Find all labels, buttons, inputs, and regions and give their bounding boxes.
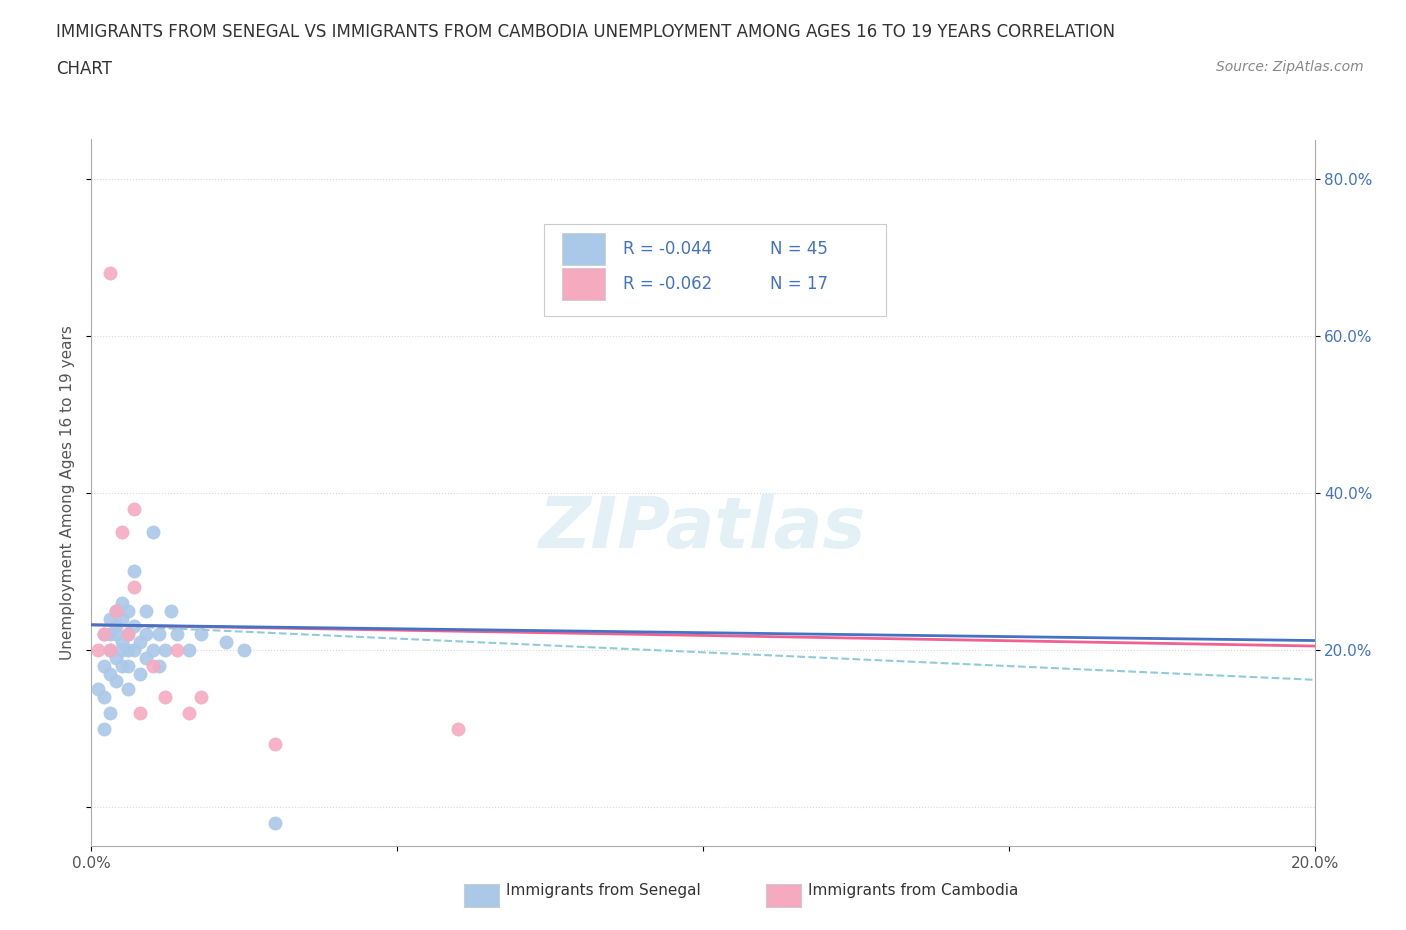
Point xyxy=(122,579,145,594)
Point xyxy=(153,690,176,705)
Point xyxy=(98,666,121,681)
Point xyxy=(129,705,152,720)
Point xyxy=(264,737,287,751)
Point xyxy=(117,627,139,642)
Point xyxy=(148,658,170,673)
Text: CHART: CHART xyxy=(56,60,112,78)
Text: Immigrants from Cambodia: Immigrants from Cambodia xyxy=(808,884,1019,898)
Point xyxy=(135,627,157,642)
Point xyxy=(122,619,145,634)
Point xyxy=(111,595,134,610)
Point xyxy=(86,682,108,697)
Point xyxy=(111,658,134,673)
Point xyxy=(111,611,134,626)
Point xyxy=(93,690,115,705)
Point xyxy=(141,658,163,673)
Text: R = -0.062: R = -0.062 xyxy=(623,275,713,293)
Bar xyxy=(562,269,605,300)
Point xyxy=(104,650,127,665)
Point xyxy=(111,643,134,658)
Point xyxy=(98,611,121,626)
Text: N = 45: N = 45 xyxy=(770,240,828,258)
Point xyxy=(129,634,152,649)
Bar xyxy=(562,233,605,265)
Text: ZIPatlas: ZIPatlas xyxy=(540,494,866,563)
Point xyxy=(160,604,183,618)
Point xyxy=(447,721,470,736)
Point xyxy=(104,604,127,618)
Point xyxy=(111,525,134,539)
Point xyxy=(104,619,127,634)
Point xyxy=(98,643,121,658)
Point xyxy=(166,643,188,658)
Point xyxy=(86,643,108,658)
Point xyxy=(215,634,238,649)
Point xyxy=(117,658,139,673)
Text: Source: ZipAtlas.com: Source: ZipAtlas.com xyxy=(1216,60,1364,74)
Point xyxy=(98,643,121,658)
Point xyxy=(111,634,134,649)
Point xyxy=(93,627,115,642)
Point xyxy=(98,266,121,281)
Point xyxy=(233,643,256,658)
Point xyxy=(104,674,127,689)
Point xyxy=(179,643,201,658)
Point xyxy=(135,650,157,665)
Point xyxy=(153,643,176,658)
Point xyxy=(117,643,139,658)
Point xyxy=(264,816,287,830)
Point xyxy=(141,643,163,658)
Point xyxy=(122,564,145,578)
Point xyxy=(93,627,115,642)
Text: Immigrants from Senegal: Immigrants from Senegal xyxy=(506,884,702,898)
Point xyxy=(98,705,121,720)
Point xyxy=(104,627,127,642)
Point xyxy=(117,682,139,697)
FancyBboxPatch shape xyxy=(544,224,887,316)
Point xyxy=(129,666,152,681)
Point xyxy=(135,604,157,618)
Point xyxy=(148,627,170,642)
Point xyxy=(179,705,201,720)
Point xyxy=(93,721,115,736)
Point xyxy=(190,627,212,642)
Point xyxy=(117,604,139,618)
Point xyxy=(104,604,127,618)
Point xyxy=(141,525,163,539)
Text: N = 17: N = 17 xyxy=(770,275,828,293)
Point xyxy=(190,690,212,705)
Point xyxy=(122,501,145,516)
Y-axis label: Unemployment Among Ages 16 to 19 years: Unemployment Among Ages 16 to 19 years xyxy=(59,326,75,660)
Point xyxy=(166,627,188,642)
Point xyxy=(98,627,121,642)
Text: IMMIGRANTS FROM SENEGAL VS IMMIGRANTS FROM CAMBODIA UNEMPLOYMENT AMONG AGES 16 T: IMMIGRANTS FROM SENEGAL VS IMMIGRANTS FR… xyxy=(56,23,1115,41)
Point xyxy=(122,643,145,658)
Point xyxy=(93,658,115,673)
Point xyxy=(117,627,139,642)
Text: R = -0.044: R = -0.044 xyxy=(623,240,713,258)
